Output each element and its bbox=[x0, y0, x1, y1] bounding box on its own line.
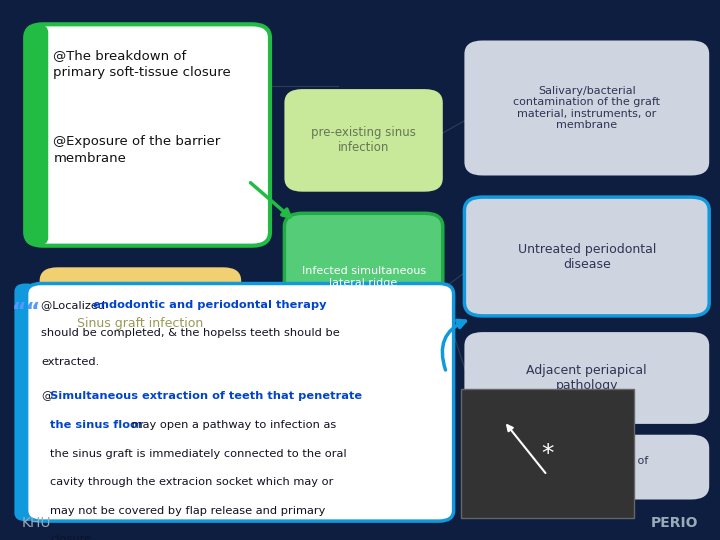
Text: PERIO: PERIO bbox=[651, 516, 698, 530]
Text: *: * bbox=[541, 442, 554, 465]
Text: @The breakdown of
primary soft-tissue closure: @The breakdown of primary soft-tissue cl… bbox=[53, 49, 231, 79]
Text: Lapses in the chain of
        ...ity: Lapses in the chain of ...ity bbox=[526, 456, 648, 478]
FancyBboxPatch shape bbox=[27, 284, 454, 521]
Text: pre-existing sinus
infection: pre-existing sinus infection bbox=[311, 126, 416, 154]
Text: KHU: KHU bbox=[22, 516, 51, 530]
Text: endodontic and periodontal therapy: endodontic and periodontal therapy bbox=[93, 300, 326, 310]
FancyBboxPatch shape bbox=[284, 213, 443, 364]
FancyBboxPatch shape bbox=[461, 389, 634, 518]
Text: may not be covered by flap release and primary: may not be covered by flap release and p… bbox=[50, 506, 325, 516]
Text: @: @ bbox=[41, 392, 53, 401]
Text: ““: ““ bbox=[12, 302, 40, 322]
FancyBboxPatch shape bbox=[464, 197, 709, 316]
Text: Sinus graft infection: Sinus graft infection bbox=[77, 318, 204, 330]
FancyBboxPatch shape bbox=[284, 89, 443, 192]
FancyBboxPatch shape bbox=[14, 284, 37, 521]
FancyBboxPatch shape bbox=[464, 435, 709, 500]
Text: Infected simultaneous
lateral ridge
augmentation
procedures: Infected simultaneous lateral ridge augm… bbox=[302, 267, 426, 311]
Text: @Localized: @Localized bbox=[41, 300, 109, 310]
Text: Simultaneous extraction of teeth that penetrate: Simultaneous extraction of teeth that pe… bbox=[50, 392, 363, 401]
Text: Adjacent periapical
pathology: Adjacent periapical pathology bbox=[526, 364, 647, 392]
Text: Untreated periodontal
disease: Untreated periodontal disease bbox=[518, 242, 656, 271]
Text: should be completed, & the hopelss teeth should be: should be completed, & the hopelss teeth… bbox=[41, 328, 340, 339]
FancyBboxPatch shape bbox=[25, 24, 270, 246]
Text: Salivary/bacterial
contamination of the graft
material, instruments, or
membrane: Salivary/bacterial contamination of the … bbox=[513, 86, 660, 130]
FancyBboxPatch shape bbox=[25, 24, 48, 246]
Text: extracted.: extracted. bbox=[41, 357, 99, 367]
FancyBboxPatch shape bbox=[464, 40, 709, 176]
Text: closure.: closure. bbox=[50, 535, 95, 540]
FancyBboxPatch shape bbox=[40, 267, 241, 381]
Text: may open a pathway to infection as: may open a pathway to infection as bbox=[128, 420, 336, 430]
Text: cavity through the extracion socket which may or: cavity through the extracion socket whic… bbox=[50, 477, 334, 487]
Text: @Exposure of the barrier
membrane: @Exposure of the barrier membrane bbox=[53, 135, 220, 165]
Text: the sinus floor: the sinus floor bbox=[50, 420, 144, 430]
Text: the sinus graft is immediately connected to the oral: the sinus graft is immediately connected… bbox=[50, 449, 347, 458]
FancyBboxPatch shape bbox=[464, 332, 709, 424]
